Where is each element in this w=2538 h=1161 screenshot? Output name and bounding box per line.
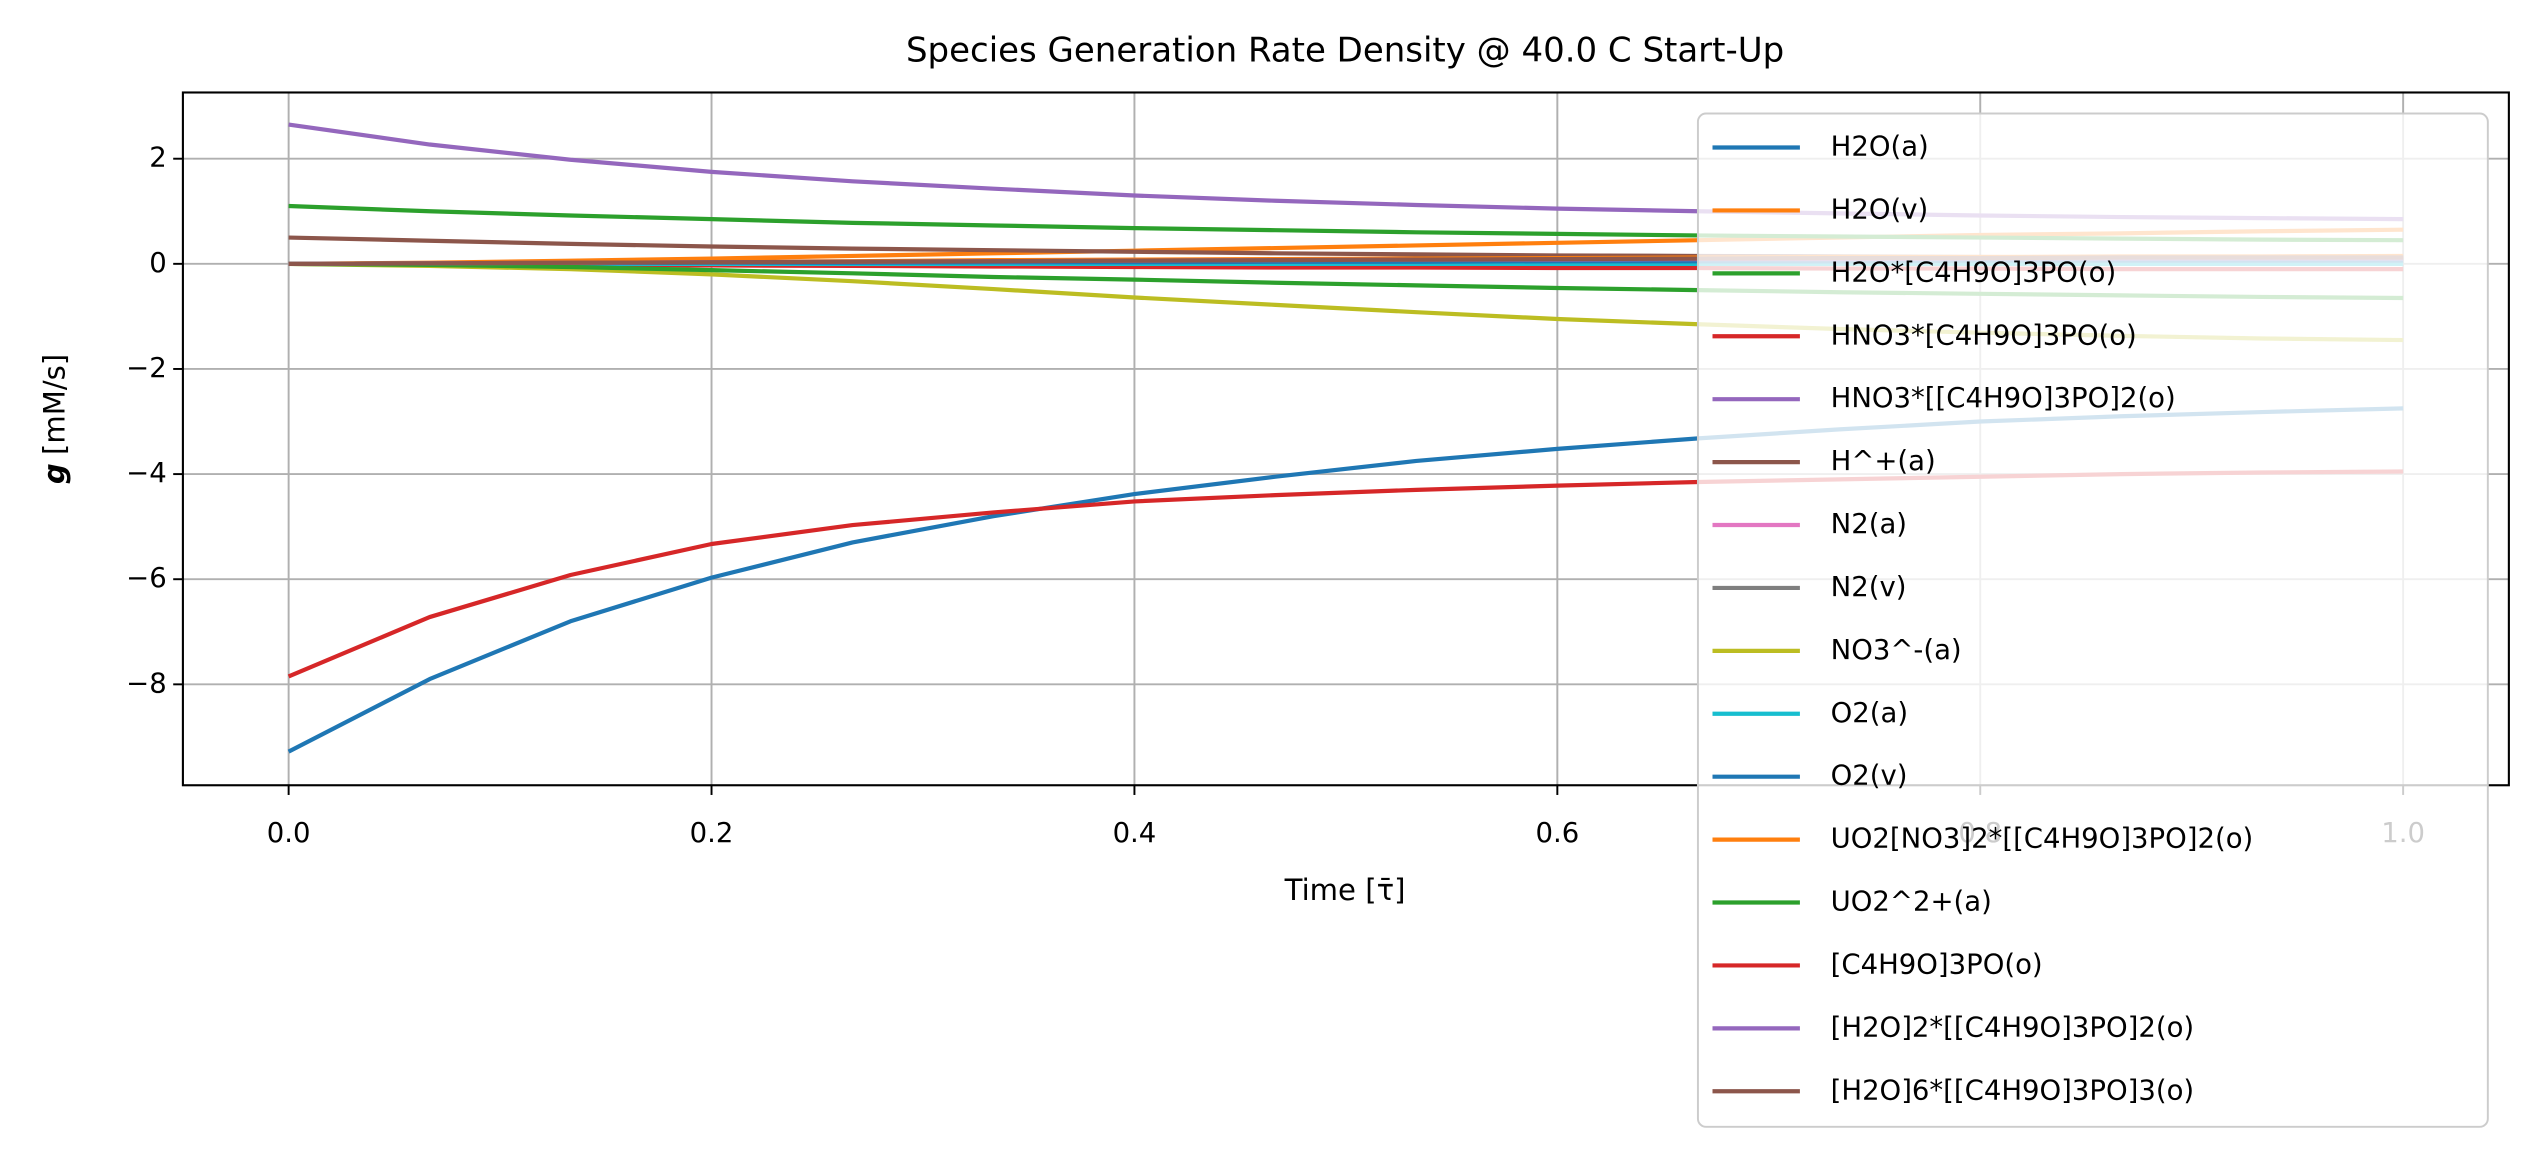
y-tick-label: −4 bbox=[126, 457, 167, 489]
legend-label: H2O*[C4H9O]3PO(o) bbox=[1831, 256, 2117, 288]
legend-label: H^+(a) bbox=[1831, 445, 1936, 477]
axes-frame bbox=[181, 91, 2510, 787]
legend-label: O2(v) bbox=[1831, 760, 1908, 792]
legend-label: UO2[NO3]2*[[C4H9O]3PO]2(o) bbox=[1831, 823, 2254, 855]
y-tick-label: −2 bbox=[126, 352, 167, 384]
legend-label: N2(a) bbox=[1831, 508, 1907, 540]
y-axis-symbol: g bbox=[38, 463, 72, 484]
legend-label: HNO3*[[C4H9O]3PO]2(o) bbox=[1831, 382, 2176, 414]
legend-label: HNO3*[C4H9O]3PO(o) bbox=[1831, 319, 2137, 351]
x-tick-label: 0.4 bbox=[1113, 817, 1157, 849]
legend-label: H2O(a) bbox=[1831, 131, 1929, 163]
x-tick-label: 0.0 bbox=[267, 817, 311, 849]
chart-title: Species Generation Rate Density @ 40.0 C… bbox=[906, 31, 1784, 71]
y-axis-label: g [mM/s] bbox=[38, 354, 72, 484]
legend-label: [C4H9O]3PO(o) bbox=[1831, 948, 2043, 980]
legend-label: [H2O]6*[[C4H9O]3PO]3(o) bbox=[1831, 1074, 2194, 1106]
x-axis-label: Time [τ̄] bbox=[1284, 873, 1406, 907]
legend-label: [H2O]2*[[C4H9O]3PO]2(o) bbox=[1831, 1011, 2194, 1043]
x-tick-label: 0.6 bbox=[1535, 817, 1579, 849]
x-tick-label: 0.2 bbox=[690, 817, 734, 849]
legend-box bbox=[1696, 112, 2489, 1128]
legend-label: NO3^-(a) bbox=[1831, 634, 1962, 666]
y-axis-unit: [mM/s] bbox=[38, 354, 72, 455]
legend-label: H2O(v) bbox=[1831, 193, 1929, 225]
y-tick-label: 0 bbox=[149, 247, 166, 279]
legend-label: N2(v) bbox=[1831, 571, 1907, 603]
y-tick-label: −6 bbox=[126, 562, 167, 594]
legend-label: UO2^2+(a) bbox=[1831, 886, 1992, 918]
y-tick-label: 2 bbox=[149, 142, 166, 174]
legend-label: O2(a) bbox=[1831, 697, 1908, 729]
y-tick-label: −8 bbox=[126, 667, 167, 699]
legend: H2O(a) H2O(v) H2O*[C4H9O]3PO(o) HNO3*[C4H9O… bbox=[1696, 112, 2489, 1128]
